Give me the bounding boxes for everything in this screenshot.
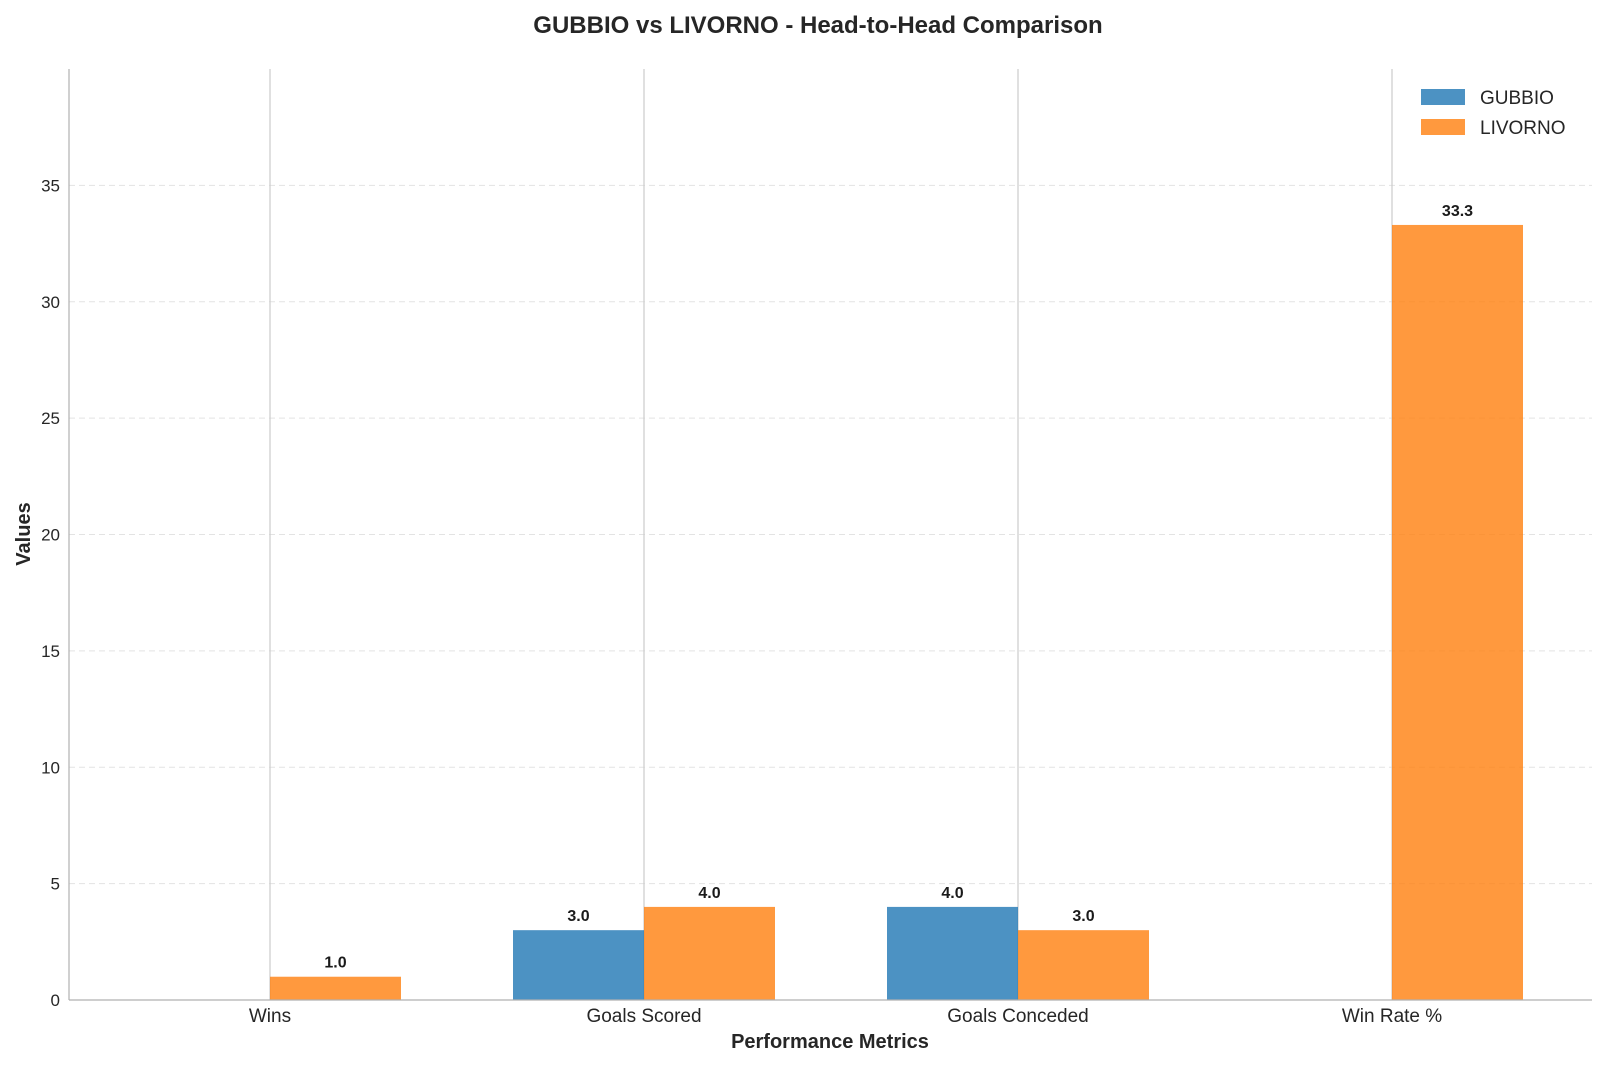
y-ticks: 0 5 10 15 20 25 30 35: [41, 176, 60, 1010]
y-tick-label: 20: [41, 526, 60, 545]
bar-value-label: 4.0: [698, 885, 720, 902]
bar-livorno: [1392, 224, 1523, 1000]
y-tick-label: 35: [41, 176, 60, 195]
grid: [69, 69, 1592, 1000]
y-axis-label: Values: [13, 502, 35, 565]
bar-gubbio: [887, 906, 1018, 1000]
x-tick-label: Wins: [249, 1006, 291, 1027]
x-tick-label: Goals Conceded: [947, 1006, 1089, 1027]
legend-entry-label: GUBBIO: [1480, 88, 1554, 109]
y-tick-label: 25: [41, 409, 60, 428]
x-axis-label: Performance Metrics: [731, 1031, 929, 1053]
data-labels: 3.0 4.0 1.0 4.0 3.0 33.3: [324, 203, 1473, 972]
x-ticks: Wins Goals Scored Goals Conceded Win Rate %: [249, 1006, 1442, 1027]
bar-livorno: [644, 906, 775, 1000]
bar-value-label: 3.0: [567, 908, 589, 925]
y-tick-label: 10: [41, 758, 60, 777]
bar-value-label: 33.3: [1442, 203, 1473, 220]
bar-value-label: 1.0: [324, 955, 346, 972]
bar-value-label: 4.0: [941, 885, 963, 902]
y-tick-label: 0: [51, 991, 60, 1010]
legend-entry-label: LIVORNO: [1480, 118, 1566, 139]
bar-value-label: 3.0: [1072, 908, 1094, 925]
y-tick-label: 30: [41, 293, 60, 312]
x-tick-label: Goals Scored: [586, 1006, 701, 1027]
y-tick-label: 15: [41, 642, 60, 661]
legend-swatch: [1421, 89, 1465, 105]
y-tick-label: 5: [51, 875, 60, 894]
chart-title: GUBBIO vs LIVORNO - Head-to-Head Compari…: [533, 12, 1102, 39]
x-tick-label: Win Rate %: [1342, 1006, 1442, 1027]
bar-livorno: [270, 976, 401, 1000]
bars: [270, 224, 1523, 1000]
bar-gubbio: [513, 930, 644, 1000]
bar-livorno: [1018, 930, 1149, 1000]
legend: GUBBIO LIVORNO: [1421, 88, 1566, 139]
legend-swatch: [1421, 119, 1465, 135]
